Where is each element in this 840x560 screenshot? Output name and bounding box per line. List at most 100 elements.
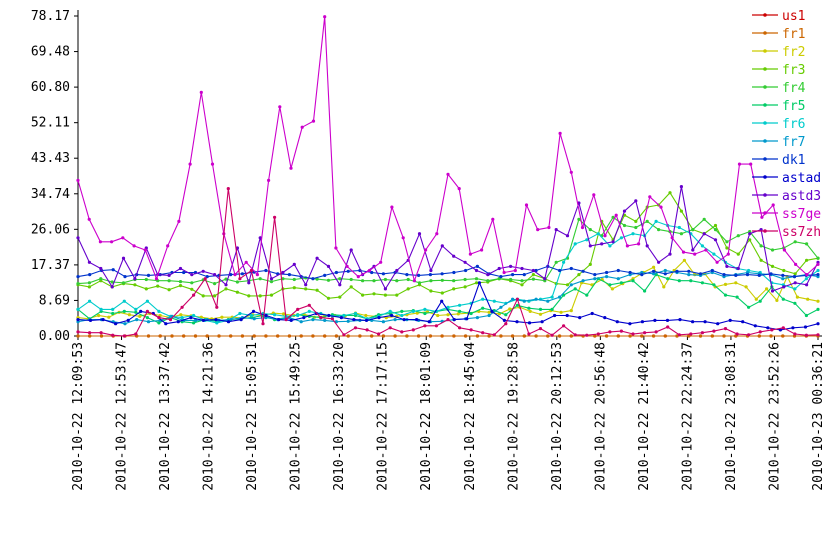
data-point-ss7ge xyxy=(547,225,551,230)
data-point-fr5 xyxy=(619,281,624,285)
data-point-astad xyxy=(377,316,381,320)
data-point-fr7 xyxy=(346,319,350,323)
data-point-fr5 xyxy=(804,313,809,318)
data-point-astd3 xyxy=(213,273,217,277)
data-point-fr4 xyxy=(531,277,536,281)
data-point-fr4 xyxy=(736,234,740,238)
data-point-fr7 xyxy=(475,316,479,320)
data-point-fr1 xyxy=(252,334,256,338)
data-point-dk1 xyxy=(687,269,691,273)
data-point-ss7zh xyxy=(342,333,346,337)
data-point-fr1 xyxy=(640,334,644,338)
data-point-dk1 xyxy=(123,275,127,279)
legend-item-fr5: fr5 xyxy=(752,99,805,114)
legend-item-fr3: fr3 xyxy=(752,63,805,78)
data-point-ss7ge xyxy=(323,15,327,19)
data-point-ss7ge xyxy=(794,262,798,266)
data-point-ss7ge xyxy=(491,217,495,221)
data-point-fr1 xyxy=(217,334,221,338)
data-point-dk1 xyxy=(464,268,468,273)
data-point-dk1 xyxy=(405,273,409,277)
data-point-fr5 xyxy=(134,310,138,314)
y-tick-labels: 0.00 8.69 17.37 26.06 34.74 43.43 52.11 60.80 69… xyxy=(31,9,70,344)
x-tick-label: 2010-10-22 12:09:53 xyxy=(71,342,86,491)
data-point-ss7zh xyxy=(261,322,265,326)
data-point-fr1 xyxy=(323,334,327,338)
data-point-fr3 xyxy=(793,272,797,276)
data-point-ss7zh xyxy=(666,325,670,329)
data-point-astad xyxy=(791,326,795,330)
data-point-ss7ge xyxy=(110,240,114,244)
series-line-dk1 xyxy=(77,265,819,280)
data-point-ss7zh xyxy=(458,326,462,330)
data-point-fr6 xyxy=(111,307,115,311)
legend-marker xyxy=(763,49,767,53)
data-point-fr7 xyxy=(381,320,385,324)
data-point-fr2 xyxy=(436,313,440,318)
data-point-fr1 xyxy=(193,334,198,338)
data-point-ss7zh xyxy=(573,333,577,337)
data-point-ss7zh xyxy=(203,277,207,281)
data-point-fr4 xyxy=(326,278,331,282)
data-point-fr5 xyxy=(666,277,670,281)
data-point-ss7ge xyxy=(334,246,338,250)
data-point-dk1 xyxy=(111,268,115,272)
data-point-ss7zh xyxy=(273,215,277,219)
data-point-astd3 xyxy=(190,273,194,277)
data-point-dk1 xyxy=(323,273,327,277)
data-point-fr4 xyxy=(178,280,183,284)
data-point-ss7ge xyxy=(524,203,529,207)
data-point-astd3 xyxy=(713,238,718,242)
data-point-astad xyxy=(88,318,93,322)
data-point-fr1 xyxy=(405,334,409,338)
y-tick-label: 17.37 xyxy=(31,258,70,273)
data-point-fr6 xyxy=(550,295,554,299)
data-point-astd3 xyxy=(338,283,342,287)
data-point-ss7zh xyxy=(619,329,624,333)
data-point-fr4 xyxy=(486,279,490,283)
data-point-fr5 xyxy=(400,309,404,313)
data-point-fr7 xyxy=(652,272,656,276)
legend-marker xyxy=(763,13,767,17)
data-point-fr1 xyxy=(487,334,491,338)
data-point-fr2 xyxy=(775,298,779,302)
data-point-fr5 xyxy=(481,306,485,310)
data-point-astd3 xyxy=(315,256,319,260)
data-point-fr1 xyxy=(722,334,726,338)
x-tick-label: 2010-10-22 16:33:20 xyxy=(332,342,347,491)
data-point-dk1 xyxy=(698,272,703,276)
data-point-dk1 xyxy=(663,272,667,276)
data-point-fr3 xyxy=(429,289,433,293)
data-point-fr4 xyxy=(520,279,524,283)
data-point-dk1 xyxy=(334,270,338,275)
data-point-fr6 xyxy=(353,311,358,316)
data-point-fr3 xyxy=(520,283,524,287)
data-point-fr6 xyxy=(562,260,566,264)
data-point-astad xyxy=(139,309,143,313)
x-tick-label: 2010-10-22 23:52:26 xyxy=(767,342,782,491)
data-point-ss7ge xyxy=(132,244,136,248)
data-point-dk1 xyxy=(675,269,679,273)
data-point-fr6 xyxy=(481,297,485,301)
data-point-fr4 xyxy=(429,279,433,283)
data-point-fr7 xyxy=(546,299,550,303)
data-point-fr7 xyxy=(487,313,491,318)
data-point-fr6 xyxy=(458,303,462,307)
data-point-fr6 xyxy=(388,309,392,313)
data-point-fr5 xyxy=(608,283,612,287)
data-point-astd3 xyxy=(736,266,740,271)
data-point-ss7zh xyxy=(296,307,300,311)
data-point-fr2 xyxy=(487,310,491,314)
data-point-fr6 xyxy=(157,309,161,313)
data-point-fr1 xyxy=(299,334,303,338)
data-point-fr4 xyxy=(99,277,103,281)
data-point-astad xyxy=(114,322,118,326)
data-point-fr5 xyxy=(793,301,797,305)
data-point-fr1 xyxy=(534,334,538,338)
data-point-fr5 xyxy=(816,307,820,311)
data-point-dk1 xyxy=(510,273,515,277)
data-point-ss7zh xyxy=(654,330,658,334)
data-point-ss7zh xyxy=(747,333,751,337)
data-point-dk1 xyxy=(745,273,750,277)
data-point-fr3 xyxy=(247,294,251,298)
